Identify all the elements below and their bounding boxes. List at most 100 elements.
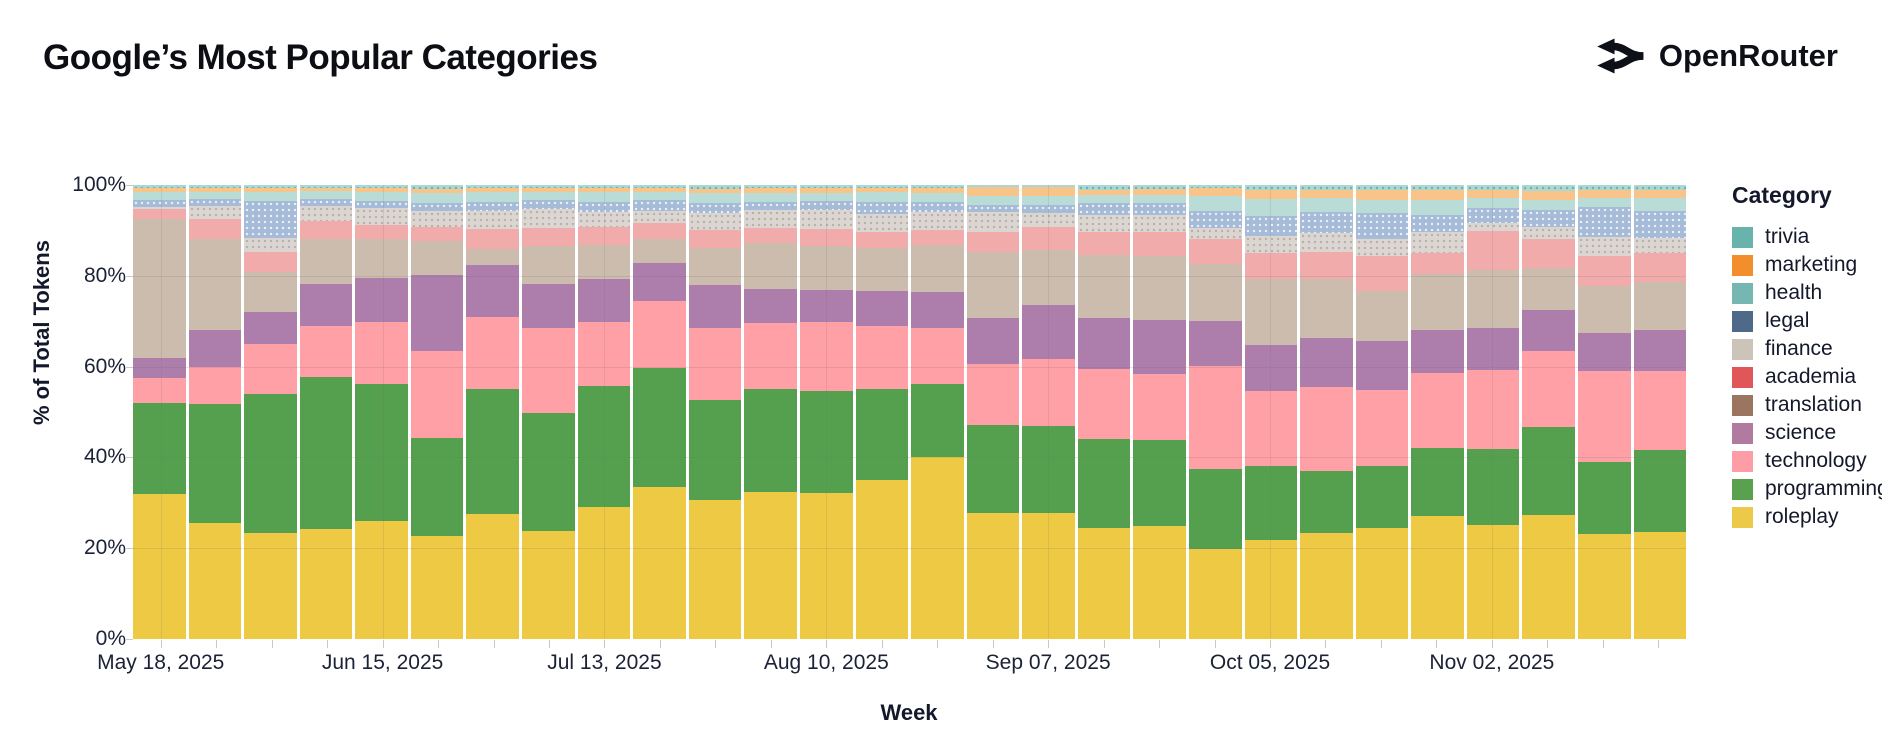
segment-academia[interactable] bbox=[966, 231, 1020, 253]
segment-legal[interactable] bbox=[1244, 215, 1298, 236]
segment-finance[interactable] bbox=[966, 212, 1020, 232]
segment-trivia[interactable] bbox=[633, 185, 686, 189]
bar-week-aug-24[interactable] bbox=[911, 185, 964, 639]
segment-marketing[interactable] bbox=[799, 188, 853, 193]
segment-trivia[interactable] bbox=[1300, 185, 1353, 190]
segment-roleplay[interactable] bbox=[299, 529, 353, 639]
segment-science[interactable] bbox=[799, 289, 853, 323]
segment-science[interactable] bbox=[244, 312, 297, 344]
segment-programming[interactable] bbox=[410, 437, 464, 536]
bar-week-nov-23[interactable] bbox=[1633, 185, 1687, 639]
segment-roleplay[interactable] bbox=[966, 513, 1020, 639]
segment-science[interactable] bbox=[299, 283, 353, 327]
segment-technology[interactable] bbox=[799, 322, 853, 391]
segment-trivia[interactable] bbox=[1578, 185, 1631, 191]
segment-academia[interactable] bbox=[688, 229, 742, 248]
bar-week-jun-08[interactable] bbox=[299, 185, 353, 639]
segment-trivia[interactable] bbox=[466, 185, 520, 189]
segment-science[interactable] bbox=[522, 283, 575, 329]
segment-programming[interactable] bbox=[355, 384, 408, 521]
segment-roleplay[interactable] bbox=[1133, 525, 1186, 639]
segment-legal[interactable] bbox=[577, 202, 631, 213]
segment-health[interactable] bbox=[1633, 198, 1687, 211]
segment-finance[interactable] bbox=[577, 212, 631, 228]
segment-legal[interactable] bbox=[1411, 215, 1464, 232]
segment-trivia[interactable] bbox=[1022, 185, 1075, 187]
segment-health[interactable] bbox=[188, 191, 242, 200]
segment-academia[interactable] bbox=[1244, 253, 1298, 279]
segment-translation[interactable] bbox=[1522, 268, 1576, 310]
bar-week-aug-31[interactable] bbox=[966, 185, 1020, 639]
segment-health[interactable] bbox=[466, 192, 520, 202]
segment-translation[interactable] bbox=[688, 247, 742, 285]
segment-trivia[interactable] bbox=[133, 185, 186, 189]
segment-technology[interactable] bbox=[1355, 389, 1409, 467]
segment-technology[interactable] bbox=[1077, 369, 1131, 440]
bar-week-may-18[interactable] bbox=[133, 185, 186, 639]
segment-translation[interactable] bbox=[522, 246, 575, 284]
segment-trivia[interactable] bbox=[855, 185, 909, 188]
segment-roleplay[interactable] bbox=[1522, 514, 1576, 639]
segment-health[interactable] bbox=[1578, 198, 1631, 208]
segment-academia[interactable] bbox=[466, 229, 520, 250]
segment-academia[interactable] bbox=[188, 219, 242, 240]
segment-academia[interactable] bbox=[1133, 232, 1186, 257]
segment-health[interactable] bbox=[522, 191, 575, 201]
segment-programming[interactable] bbox=[1633, 449, 1687, 532]
bar-week-oct-26[interactable] bbox=[1411, 185, 1464, 639]
segment-academia[interactable] bbox=[1466, 231, 1520, 271]
segment-health[interactable] bbox=[855, 192, 909, 203]
segment-programming[interactable] bbox=[688, 400, 742, 501]
segment-trivia[interactable] bbox=[744, 185, 797, 189]
legend-item-academia[interactable]: academia bbox=[1732, 363, 1882, 391]
segment-legal[interactable] bbox=[1466, 208, 1520, 224]
segment-technology[interactable] bbox=[633, 300, 686, 368]
segment-programming[interactable] bbox=[744, 388, 797, 493]
segment-technology[interactable] bbox=[244, 343, 297, 394]
segment-health[interactable] bbox=[1077, 195, 1131, 204]
segment-roleplay[interactable] bbox=[1077, 528, 1131, 639]
segment-finance[interactable] bbox=[133, 206, 186, 209]
segment-translation[interactable] bbox=[633, 239, 686, 263]
segment-roleplay[interactable] bbox=[1355, 527, 1409, 639]
segment-trivia[interactable] bbox=[355, 185, 408, 189]
bar-week-nov-02[interactable] bbox=[1466, 185, 1520, 639]
segment-health[interactable] bbox=[633, 191, 686, 201]
segment-trivia[interactable] bbox=[1188, 185, 1242, 189]
segment-technology[interactable] bbox=[1188, 365, 1242, 470]
segment-trivia[interactable] bbox=[299, 185, 353, 188]
segment-health[interactable] bbox=[1466, 197, 1520, 209]
segment-science[interactable] bbox=[1411, 329, 1464, 374]
segment-health[interactable] bbox=[410, 193, 464, 203]
segment-science[interactable] bbox=[744, 288, 797, 323]
segment-trivia[interactable] bbox=[244, 185, 297, 189]
segment-academia[interactable] bbox=[855, 232, 909, 248]
segment-academia[interactable] bbox=[744, 228, 797, 244]
segment-technology[interactable] bbox=[355, 322, 408, 385]
segment-legal[interactable] bbox=[1077, 203, 1131, 216]
segment-programming[interactable] bbox=[299, 376, 353, 530]
segment-trivia[interactable] bbox=[911, 185, 964, 189]
segment-programming[interactable] bbox=[911, 383, 964, 458]
segment-legal[interactable] bbox=[299, 199, 353, 206]
segment-finance[interactable] bbox=[466, 211, 520, 230]
segment-legal[interactable] bbox=[911, 202, 964, 213]
segment-finance[interactable] bbox=[522, 208, 575, 229]
segment-roleplay[interactable] bbox=[355, 520, 408, 639]
segment-programming[interactable] bbox=[855, 389, 909, 481]
bar-week-aug-10[interactable] bbox=[799, 185, 853, 639]
segment-marketing[interactable] bbox=[1188, 188, 1242, 196]
segment-health[interactable] bbox=[1355, 200, 1409, 213]
segment-technology[interactable] bbox=[911, 328, 964, 384]
segment-science[interactable] bbox=[1578, 332, 1631, 371]
bar-week-sep-14[interactable] bbox=[1077, 185, 1131, 639]
segment-roleplay[interactable] bbox=[688, 500, 742, 639]
segment-roleplay[interactable] bbox=[1578, 534, 1631, 639]
segment-roleplay[interactable] bbox=[1466, 524, 1520, 639]
bar-week-jul-20[interactable] bbox=[633, 185, 686, 639]
segment-marketing[interactable] bbox=[855, 187, 909, 193]
segment-translation[interactable] bbox=[577, 245, 631, 280]
segment-technology[interactable] bbox=[577, 322, 631, 387]
segment-finance[interactable] bbox=[1300, 232, 1353, 253]
segment-health[interactable] bbox=[133, 191, 186, 201]
